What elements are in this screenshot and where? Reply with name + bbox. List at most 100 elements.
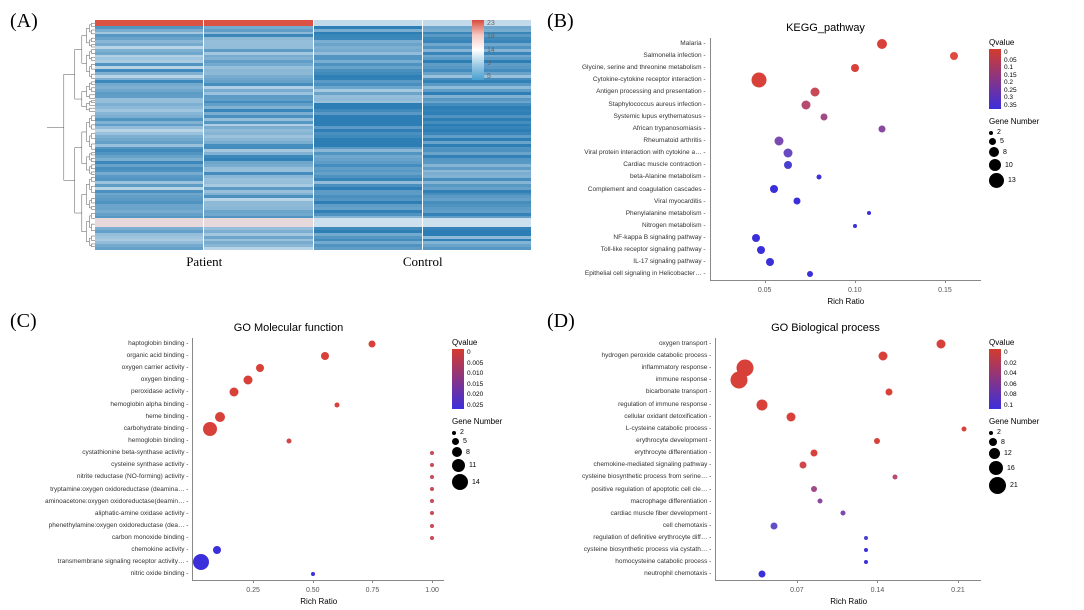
dotplot-point bbox=[311, 572, 315, 576]
qvalue-tick: 0.1 bbox=[1004, 64, 1017, 71]
dotplot-ylabel: macrophage differentiation - bbox=[582, 499, 711, 506]
gene-number-dot bbox=[989, 431, 993, 435]
gene-number-row: 10 bbox=[989, 159, 1069, 171]
gene-number-label: 13 bbox=[1008, 177, 1016, 184]
heatmap-colorbar-tick: 23 bbox=[487, 20, 495, 27]
heatmap-body: Patient Control 23181495 bbox=[95, 20, 532, 295]
go-mf-qvalue-legend: Qvalue 00.0050.0100.0150.0200.025 bbox=[452, 338, 532, 347]
go-mf-gene-number-legend: Gene Number 2581114 bbox=[452, 409, 532, 490]
dotplot-ylabel: Nitrogen metabolism - bbox=[582, 223, 706, 230]
dotplot-point bbox=[757, 246, 765, 254]
figure-grid: (A) Patient Control 23181495 (B) KEGG_pa… bbox=[10, 10, 1074, 600]
dotplot-ylabel: homocysteine catabolic process - bbox=[582, 559, 711, 566]
dotplot-xtick: 0.21 bbox=[951, 587, 965, 594]
dotplot-point bbox=[784, 148, 793, 157]
dotplot-point bbox=[430, 475, 434, 479]
qvalue-tick: 0.015 bbox=[467, 381, 483, 388]
go-bp-ylabels: oxygen transport -hydrogen peroxide cata… bbox=[582, 338, 715, 581]
dotplot-ylabel: nitrite reductase (NO-forming) activity … bbox=[45, 474, 188, 481]
dotplot-point bbox=[864, 560, 868, 564]
panel-c: (C) GO Molecular function haptoglobin bi… bbox=[10, 310, 537, 600]
dotplot-point bbox=[244, 376, 253, 385]
dotplot-point bbox=[766, 258, 774, 266]
dotplot-ylabel: cell chemotaxis - bbox=[582, 523, 711, 530]
dotplot-point bbox=[840, 511, 845, 516]
dotplot-ylabel: nitric oxide binding - bbox=[45, 571, 188, 578]
gene-number-row: 16 bbox=[989, 461, 1069, 475]
dotplot-point bbox=[369, 341, 376, 348]
dotplot-ylabel: Phenylalanine metabolism - bbox=[582, 211, 706, 218]
kegg-qvalue-ticks: 00.050.10.150.20.250.30.35 bbox=[1004, 49, 1017, 109]
qvalue-tick: 0.020 bbox=[467, 391, 483, 398]
dotplot-point bbox=[821, 113, 828, 120]
gene-number-dot bbox=[989, 131, 993, 135]
heatmap-colorbar-tick: 5 bbox=[487, 73, 495, 80]
dotplot-point bbox=[334, 402, 339, 407]
dotplot-ylabel: inflammatory response - bbox=[582, 365, 711, 372]
dotplot-ylabel: erythrocyte development - bbox=[582, 438, 711, 445]
dotplot-ylabel: positive regulation of apoptotic cell cl… bbox=[582, 487, 711, 494]
dotplot-xtick: 0.05 bbox=[758, 287, 772, 294]
go-bp-dotplot: GO Biological process oxygen transport -… bbox=[582, 322, 1069, 595]
qvalue-tick: 0.02 bbox=[1004, 360, 1017, 367]
dotplot-ylabel: Salmonella infection - bbox=[582, 53, 706, 60]
gene-number-dot bbox=[989, 477, 1006, 494]
heatmap-xlabel-patient: Patient bbox=[95, 254, 314, 270]
qvalue-tick: 0 bbox=[1004, 49, 1017, 56]
dotplot-xtick: 0.75 bbox=[366, 587, 380, 594]
dotplot-ylabel: cysteine biosynthetic process via cystat… bbox=[582, 547, 711, 554]
dotplot-ylabel: cardiac muscle fiber development - bbox=[582, 511, 711, 518]
gene-number-row: 14 bbox=[452, 474, 532, 490]
go-bp-title: GO Biological process bbox=[582, 322, 1069, 334]
dotplot-ylabel: African trypanosomiasis - bbox=[582, 126, 706, 133]
dotplot-ylabel: aliphatic-amine oxidase activity - bbox=[45, 511, 188, 518]
heatmap-column bbox=[95, 20, 203, 250]
dotplot-ylabel: cysteine biosynthetic process from serin… bbox=[582, 474, 711, 481]
qvalue-tick: 0.025 bbox=[467, 402, 483, 409]
gene-number-label: 2 bbox=[997, 429, 1001, 436]
dotplot-ylabel: phenethylamine:oxygen oxidoreductase (de… bbox=[45, 523, 188, 530]
go-bp-gn-title: Gene Number bbox=[989, 417, 1069, 426]
dendrogram bbox=[45, 20, 95, 250]
kegg-legends: Qvalue 00.050.10.150.20.250.30.35 Gene N… bbox=[981, 38, 1069, 281]
heatmap: Patient Control 23181495 bbox=[45, 20, 532, 295]
dotplot-point bbox=[864, 548, 868, 552]
dotplot-point bbox=[864, 536, 868, 540]
dotplot-ylabel: beta-Alanine metabolism - bbox=[582, 174, 706, 181]
dotplot-ylabel: organic acid binding - bbox=[45, 353, 188, 360]
panel-d: (D) GO Biological process oxygen transpo… bbox=[547, 310, 1074, 600]
dotplot-ylabel: regulation of definitive erythrocyte dif… bbox=[582, 535, 711, 542]
dotplot-point bbox=[430, 463, 434, 467]
gene-number-row: 2 bbox=[452, 429, 532, 436]
kegg-qvalue-title: Qvalue bbox=[989, 38, 1069, 47]
dotplot-point bbox=[321, 352, 329, 360]
dotplot-ylabel: Rheumatoid arthritis - bbox=[582, 138, 706, 145]
dotplot-point bbox=[215, 412, 225, 422]
dotplot-point bbox=[193, 554, 209, 570]
panel-b: (B) KEGG_pathway Malaria -Salmonella inf… bbox=[547, 10, 1074, 300]
gene-number-row: 2 bbox=[989, 429, 1069, 436]
dotplot-point bbox=[752, 234, 760, 242]
dotplot-ylabel: tryptamine:oxygen oxidoreductase (deamin… bbox=[45, 487, 188, 494]
dotplot-point bbox=[961, 426, 966, 431]
dotplot-xtick: 1.00 bbox=[425, 587, 439, 594]
qvalue-tick: 0.04 bbox=[1004, 370, 1017, 377]
dotplot-ylabel: Complement and coagulation cascades - bbox=[582, 187, 706, 194]
gene-number-dot bbox=[989, 138, 996, 145]
go-mf-gn-title: Gene Number bbox=[452, 417, 532, 426]
dotplot-point bbox=[256, 364, 264, 372]
dotplot-ylabel: oxygen transport - bbox=[582, 341, 711, 348]
dotplot-ylabel: regulation of immune response - bbox=[582, 402, 711, 409]
gene-number-dot bbox=[452, 474, 468, 490]
gene-number-label: 8 bbox=[1001, 439, 1005, 446]
dotplot-ylabel: Glycine, serine and threonine metabolism… bbox=[582, 65, 706, 72]
dotplot-ylabel: carbohydrate binding - bbox=[45, 426, 188, 433]
heatmap-xlabels: Patient Control bbox=[95, 254, 532, 270]
gene-number-label: 10 bbox=[1005, 162, 1013, 169]
dotplot-point bbox=[811, 88, 820, 97]
dotplot-ylabel: Antigen processing and presentation - bbox=[582, 89, 706, 96]
dotplot-point bbox=[874, 438, 880, 444]
qvalue-tick: 0.35 bbox=[1004, 102, 1017, 109]
dotplot-point bbox=[811, 449, 818, 456]
panel-d-label: (D) bbox=[547, 310, 575, 333]
